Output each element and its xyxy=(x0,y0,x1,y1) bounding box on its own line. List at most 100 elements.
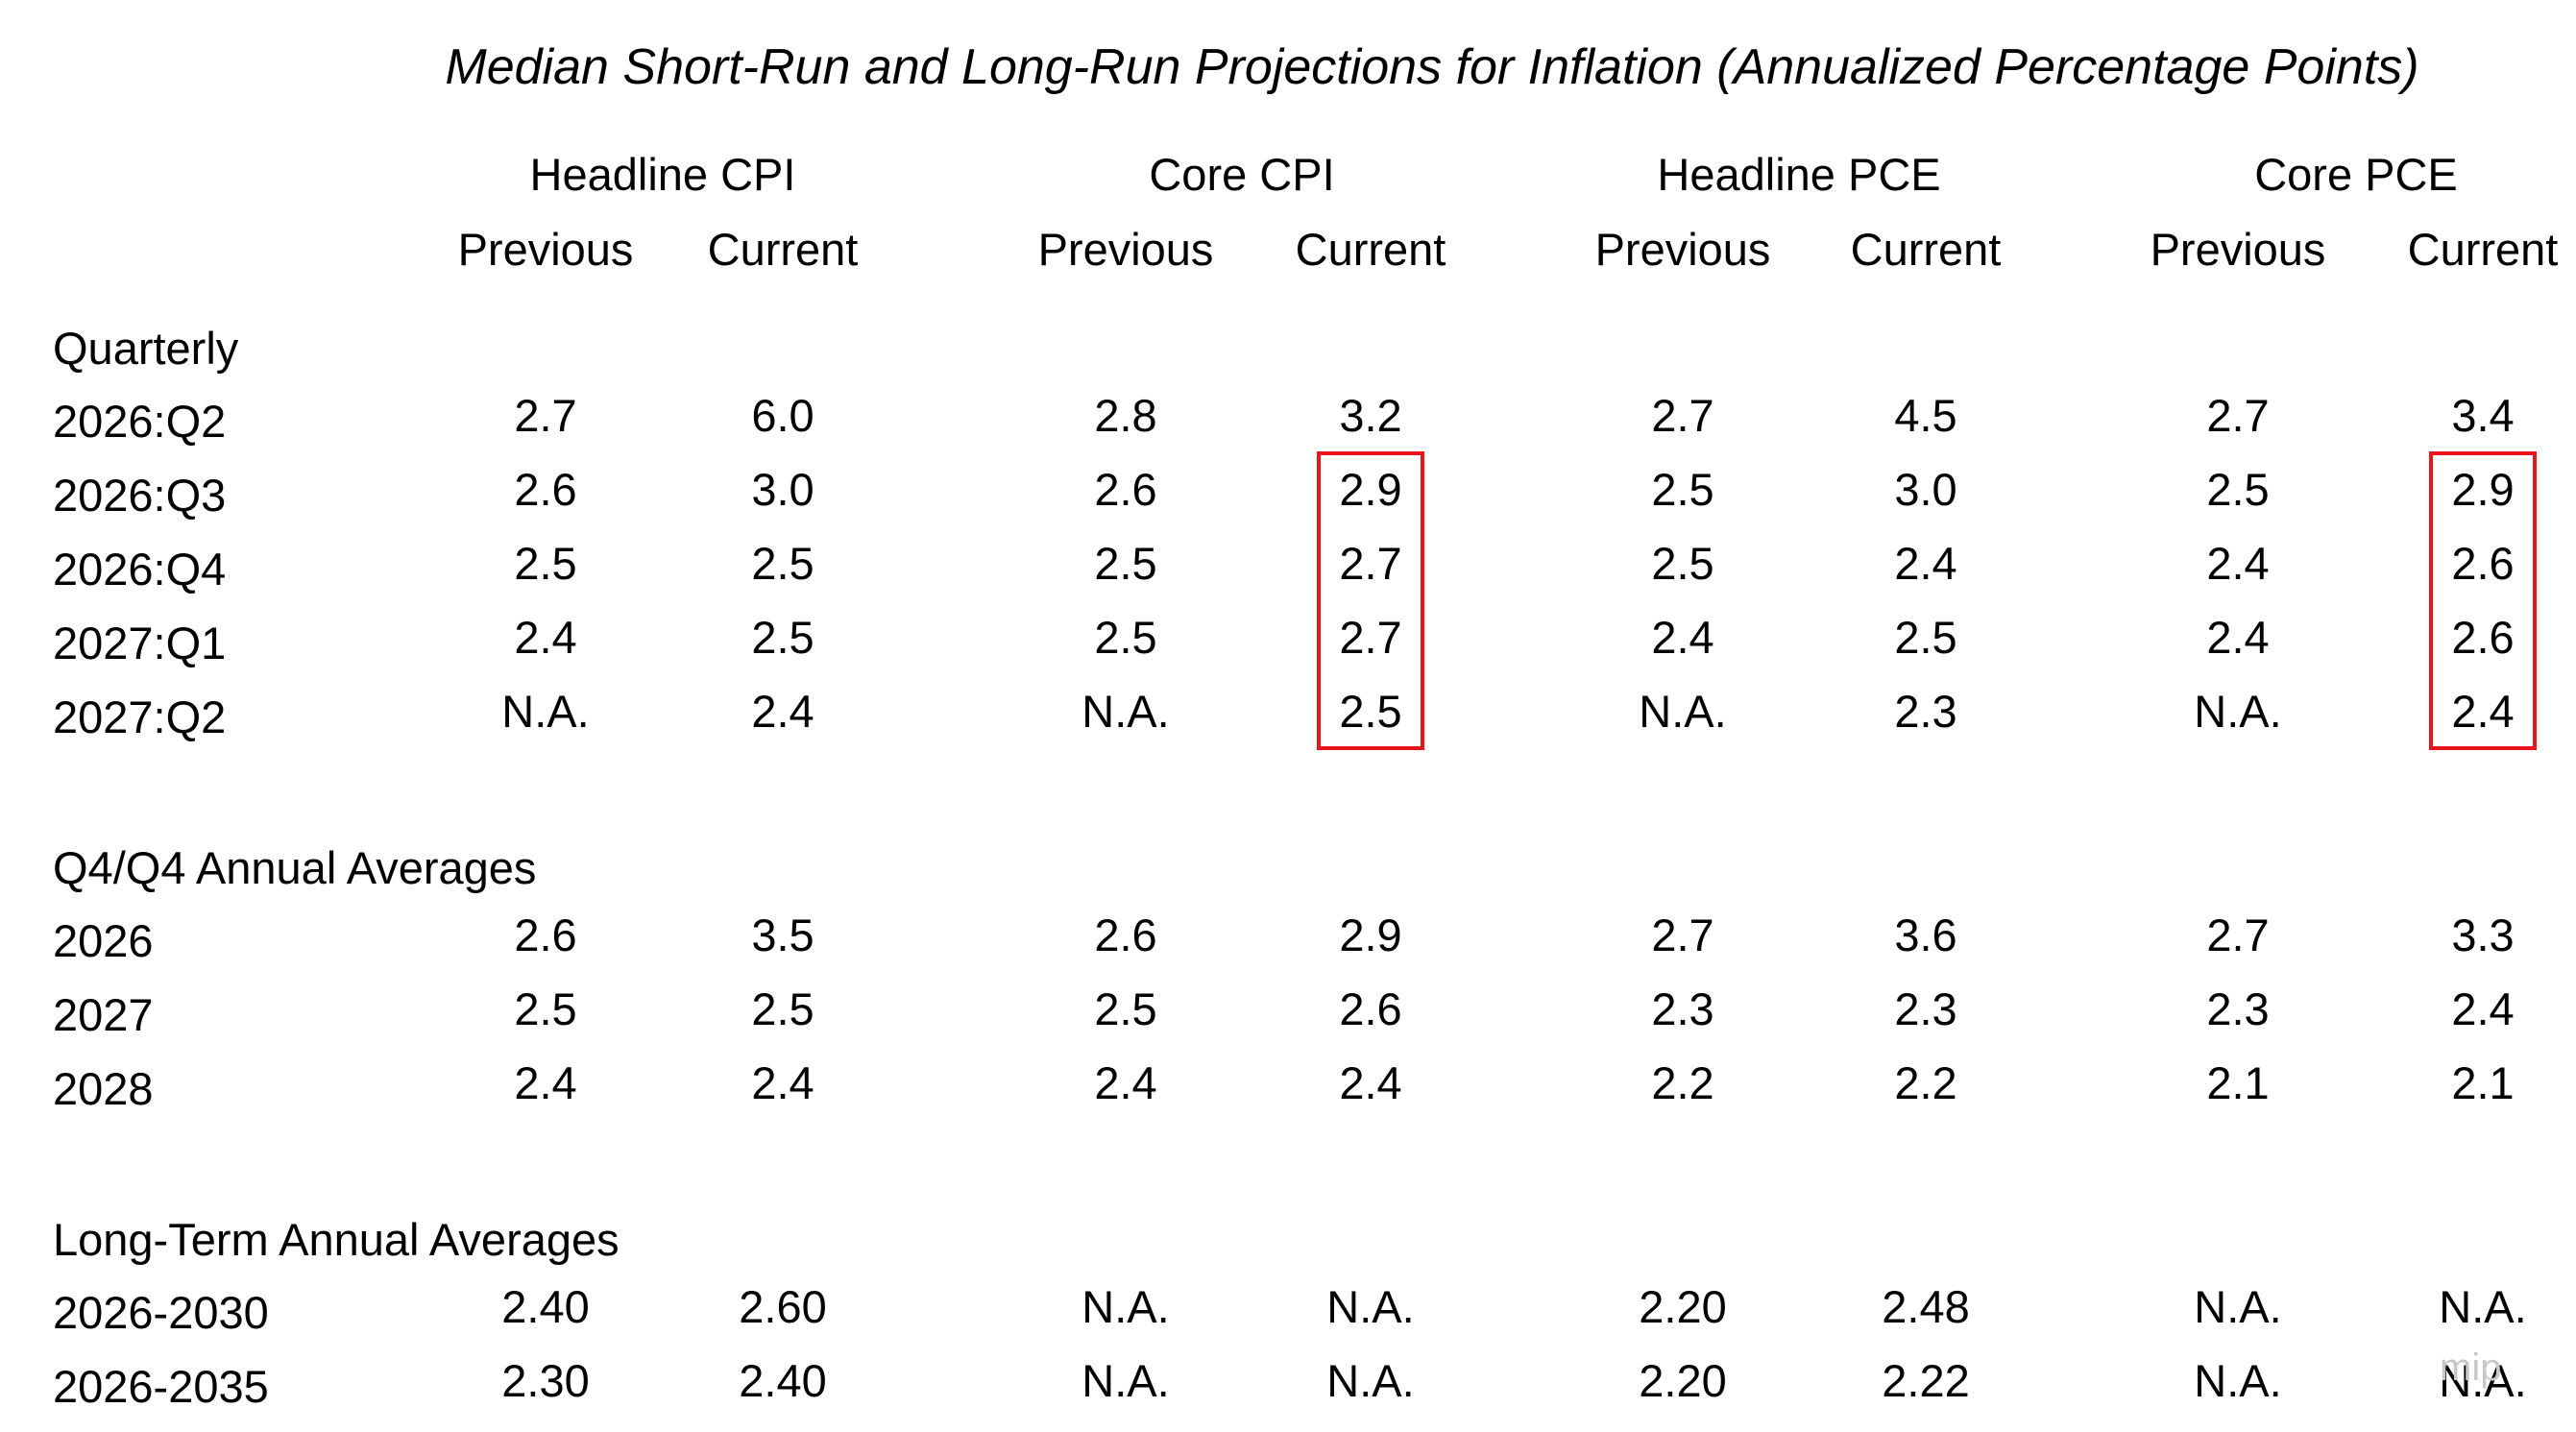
table-cell: 2.5 xyxy=(1894,612,1957,663)
column-subheader-headline-pce-current: Current xyxy=(1850,224,2002,275)
table-cell: 2.5 xyxy=(2206,464,2270,515)
table-cell: 2.4 xyxy=(1651,612,1714,663)
table-cell: 3.0 xyxy=(1894,464,1957,515)
table-cell: 2.9 xyxy=(1339,464,1402,515)
table-cell: 2.1 xyxy=(2206,1057,2270,1108)
row-label: 2027:Q2 xyxy=(53,692,227,742)
table-cell: 2.5 xyxy=(1651,464,1714,515)
table-cell: 2.4 xyxy=(2451,686,2515,737)
table-cell: 2.22 xyxy=(1882,1355,1970,1406)
table-cell: 2.4 xyxy=(1094,1057,1157,1108)
table-cell: 2.4 xyxy=(751,1057,814,1108)
row-label: 2026-2030 xyxy=(53,1287,269,1338)
column-group-header-headline-pce: Headline PCE xyxy=(1657,149,1941,200)
table-cell: 2.9 xyxy=(2451,464,2515,515)
table-cell: N.A. xyxy=(1326,1281,1415,1332)
table-cell: 2.5 xyxy=(514,538,577,589)
column-subheader-headline-pce-previous: Previous xyxy=(1594,224,1771,275)
column-subheader-core-pce-current: Current xyxy=(2407,224,2559,275)
table-cell: N.A. xyxy=(2439,1355,2527,1406)
table-cell: N.A. xyxy=(1326,1355,1415,1406)
table-cell: 3.0 xyxy=(751,464,814,515)
table-cell: 2.5 xyxy=(1094,612,1157,663)
column-group-header-headline-cpi: Headline CPI xyxy=(529,149,796,200)
table-cell: 2.20 xyxy=(1639,1281,1727,1332)
table-cell: 2.3 xyxy=(1651,983,1714,1034)
table-cell: 2.5 xyxy=(1094,983,1157,1034)
column-group-header-core-cpi: Core CPI xyxy=(1149,149,1335,200)
table-cell: 2.4 xyxy=(2206,612,2270,663)
table-cell: 2.8 xyxy=(1094,390,1157,441)
row-label: 2026:Q3 xyxy=(53,470,227,521)
table-cell: 3.4 xyxy=(2451,390,2515,441)
column-subheader-core-cpi-previous: Previous xyxy=(1037,224,1214,275)
table-cell: 2.6 xyxy=(514,910,577,960)
table-cell: 2.4 xyxy=(2206,538,2270,589)
table-cell: 2.7 xyxy=(1651,390,1714,441)
table-cell: 2.20 xyxy=(1639,1355,1727,1406)
table-cell: 2.2 xyxy=(1651,1057,1714,1108)
table-cell: 2.48 xyxy=(1882,1281,1970,1332)
table-cell: 2.6 xyxy=(2451,538,2515,589)
table-cell: 2.2 xyxy=(1894,1057,1957,1108)
table-cell: N.A. xyxy=(2439,1281,2527,1332)
table-cell: 2.5 xyxy=(514,983,577,1034)
table-cell: 2.7 xyxy=(514,390,577,441)
table-cell: 3.6 xyxy=(1894,910,1957,960)
table-cell: N.A. xyxy=(2194,1355,2282,1406)
column-subheader-headline-cpi-current: Current xyxy=(707,224,859,275)
table-cell: 4.5 xyxy=(1894,390,1957,441)
highlight-box xyxy=(1317,451,1424,750)
row-label: 2027:Q1 xyxy=(53,618,227,668)
row-label: 2026-2035 xyxy=(53,1361,269,1412)
table-cell: 2.60 xyxy=(739,1281,827,1332)
table-cell: 2.5 xyxy=(1651,538,1714,589)
table-cell: N.A. xyxy=(1081,686,1170,737)
row-label: 2028 xyxy=(53,1063,154,1114)
column-subheader-core-cpi-current: Current xyxy=(1295,224,1446,275)
table-cell: 2.4 xyxy=(514,1057,577,1108)
table-cell: 2.3 xyxy=(1894,686,1957,737)
table-cell: 2.5 xyxy=(751,983,814,1034)
table-cell: 2.7 xyxy=(1339,612,1402,663)
table-cell: N.A. xyxy=(1081,1355,1170,1406)
table-cell: 6.0 xyxy=(751,390,814,441)
table-cell: 2.3 xyxy=(1894,983,1957,1034)
table-cell: 2.4 xyxy=(2451,983,2515,1034)
table-cell: 2.5 xyxy=(751,538,814,589)
column-group-header-core-pce: Core PCE xyxy=(2254,149,2458,200)
table-cell: 3.5 xyxy=(751,910,814,960)
table-cell: 2.6 xyxy=(514,464,577,515)
table-cell: 3.2 xyxy=(1339,390,1402,441)
table-cell: 2.6 xyxy=(1339,983,1402,1034)
row-label: 2026 xyxy=(53,915,154,966)
table-cell: 3.3 xyxy=(2451,910,2515,960)
table-cell: 2.7 xyxy=(2206,910,2270,960)
table-cell: 2.40 xyxy=(739,1355,827,1406)
table-cell: 2.9 xyxy=(1339,910,1402,960)
table-cell: 2.30 xyxy=(501,1355,590,1406)
row-label: 2026:Q2 xyxy=(53,396,227,447)
table-cell: 2.4 xyxy=(1894,538,1957,589)
table-cell: 2.1 xyxy=(2451,1057,2515,1108)
table-cell: N.A. xyxy=(2194,686,2282,737)
table-cell: 2.7 xyxy=(1339,538,1402,589)
highlight-box xyxy=(2429,451,2537,750)
watermark: mip xyxy=(2440,1347,2502,1389)
section-label: Q4/Q4 Annual Averages xyxy=(53,842,537,893)
table-cell: 2.5 xyxy=(1339,686,1402,737)
column-subheader-headline-cpi-previous: Previous xyxy=(457,224,634,275)
table-cell: N.A. xyxy=(1639,686,1727,737)
table-cell: 2.5 xyxy=(751,612,814,663)
table-cell: 2.4 xyxy=(514,612,577,663)
section-label: Long-Term Annual Averages xyxy=(53,1214,620,1265)
table-cell: 2.7 xyxy=(1651,910,1714,960)
table-cell: N.A. xyxy=(501,686,590,737)
table-cell: 2.40 xyxy=(501,1281,590,1332)
table-cell: 2.3 xyxy=(2206,983,2270,1034)
table-title: Median Short-Run and Long-Run Projection… xyxy=(445,39,2419,95)
table-cell: 2.6 xyxy=(1094,464,1157,515)
row-label: 2026:Q4 xyxy=(53,544,227,595)
table-cell: 2.4 xyxy=(751,686,814,737)
table-cell: N.A. xyxy=(1081,1281,1170,1332)
